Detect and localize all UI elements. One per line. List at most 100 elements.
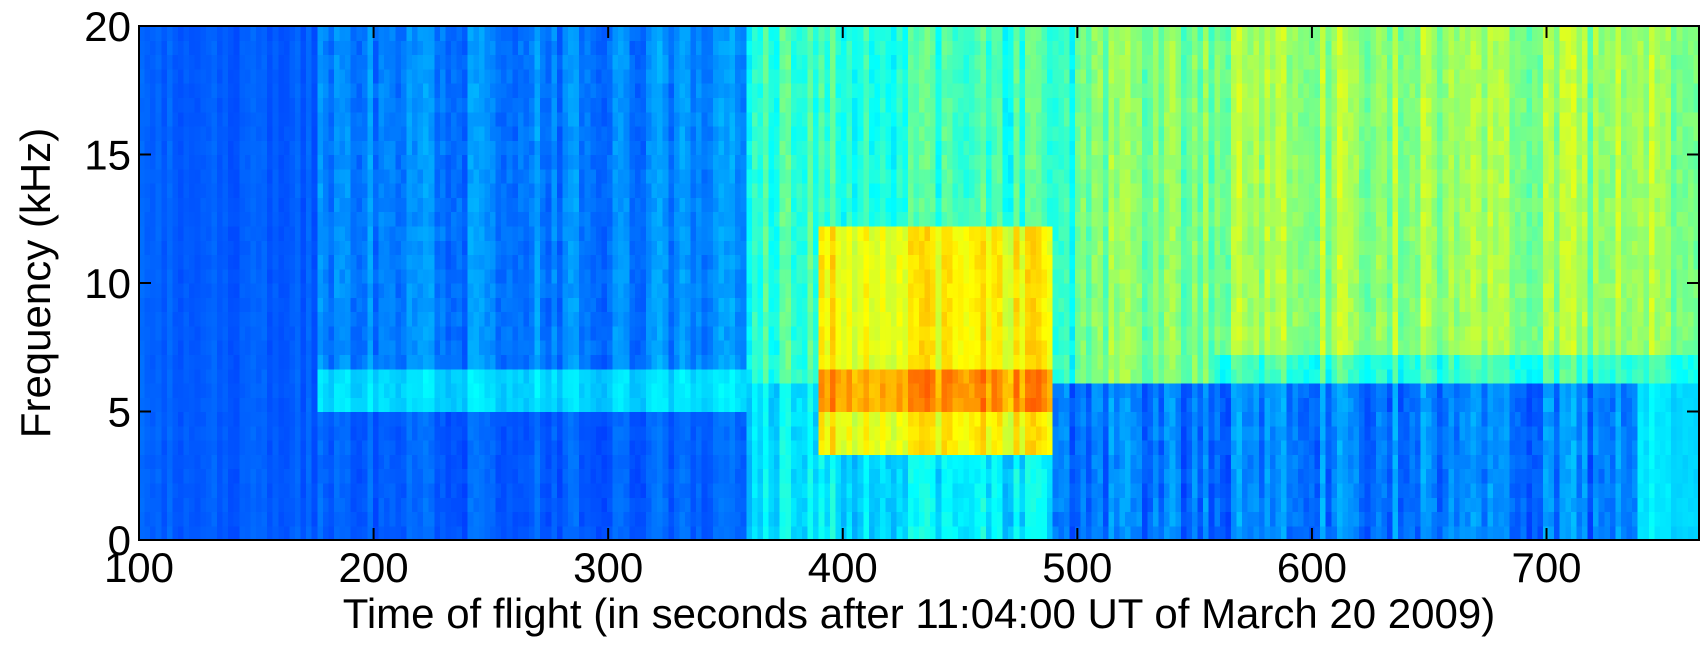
spectrogram-cell bbox=[707, 354, 714, 370]
spectrogram-cell bbox=[172, 468, 179, 484]
spectrogram-cell bbox=[228, 454, 235, 470]
spectrogram-cell bbox=[300, 83, 307, 98]
spectrogram-cell bbox=[818, 368, 825, 384]
spectrogram-cell bbox=[573, 511, 580, 527]
spectrogram-cell bbox=[657, 40, 664, 56]
spectrogram-cell bbox=[868, 197, 876, 213]
spectrogram-cell bbox=[685, 497, 692, 513]
spectrogram-cell bbox=[322, 283, 330, 298]
spectrogram-cell bbox=[763, 325, 770, 341]
spectrogram-cell bbox=[406, 425, 413, 441]
spectrogram-cell bbox=[189, 183, 196, 198]
spectrogram-cell bbox=[456, 283, 463, 298]
spectrogram-cell bbox=[289, 454, 296, 470]
spectrogram-cell bbox=[278, 354, 285, 370]
spectrogram-cell bbox=[194, 440, 201, 455]
spectrogram-cell bbox=[395, 68, 402, 84]
spectrogram-cell bbox=[573, 311, 580, 327]
spectrogram-cell bbox=[818, 154, 825, 170]
spectrogram-cell bbox=[690, 297, 697, 313]
spectrogram-cell bbox=[200, 26, 207, 41]
spectrogram-cell bbox=[579, 454, 586, 470]
spectrogram-cell bbox=[211, 297, 218, 313]
spectrogram-cell bbox=[205, 183, 213, 198]
spectrogram-cell bbox=[412, 68, 419, 84]
spectrogram-cell bbox=[239, 354, 246, 370]
spectrogram-cell bbox=[412, 140, 419, 156]
spectrogram-cell bbox=[250, 468, 257, 484]
spectrogram-cell bbox=[406, 454, 413, 470]
spectrogram-cell bbox=[657, 397, 664, 413]
spectrogram-cell bbox=[880, 325, 887, 341]
spectrogram-cell bbox=[707, 311, 714, 327]
spectrogram-cell bbox=[545, 183, 552, 198]
spectrogram-cell bbox=[389, 340, 396, 355]
spectrogram-cell bbox=[166, 211, 174, 227]
spectrogram-cell bbox=[423, 440, 430, 455]
spectrogram-cell bbox=[568, 454, 575, 470]
spectrogram-cell bbox=[361, 183, 369, 198]
spectrogram-cell bbox=[161, 482, 168, 498]
spectrogram-cell bbox=[161, 111, 168, 127]
spectrogram-cell bbox=[378, 97, 385, 113]
spectrogram-cell bbox=[384, 454, 391, 470]
spectrogram-cell bbox=[322, 211, 330, 227]
spectrogram-cell bbox=[389, 68, 396, 84]
spectrogram-cell bbox=[534, 311, 541, 327]
spectrogram-cell bbox=[484, 311, 491, 327]
spectrogram-cell bbox=[813, 511, 820, 527]
spectrogram-cell bbox=[868, 26, 876, 41]
spectrogram-cell bbox=[194, 268, 201, 284]
spectrogram-cell bbox=[439, 97, 447, 113]
spectrogram-cell bbox=[311, 411, 318, 427]
spectrogram-cell bbox=[334, 211, 341, 227]
spectrogram-cell bbox=[540, 340, 547, 355]
spectrogram-cell bbox=[512, 325, 519, 341]
spectrogram-cell bbox=[222, 511, 229, 527]
spectrogram-cell bbox=[283, 225, 291, 241]
spectrogram-cell bbox=[573, 140, 580, 156]
spectrogram-cell bbox=[868, 183, 876, 198]
spectrogram-cell bbox=[568, 525, 575, 541]
spectrogram-cell bbox=[267, 354, 274, 370]
spectrogram-cell bbox=[718, 297, 725, 313]
spectrogram-cell bbox=[813, 525, 820, 541]
spectrogram-cell bbox=[880, 482, 887, 498]
spectrogram-cell bbox=[662, 340, 669, 355]
spectrogram-cell bbox=[896, 482, 903, 498]
spectrogram-cell bbox=[556, 454, 564, 470]
spectrogram-cell bbox=[829, 354, 837, 370]
spectrogram-cell bbox=[222, 240, 229, 256]
spectrogram-cell bbox=[222, 168, 229, 184]
spectrogram-cell bbox=[529, 125, 536, 141]
spectrogram-cell bbox=[852, 240, 859, 256]
spectrogram-cell bbox=[562, 225, 569, 241]
spectrogram-cell bbox=[540, 425, 547, 441]
spectrogram-cell bbox=[818, 140, 825, 156]
spectrogram-cell bbox=[590, 254, 597, 270]
spectrogram-cell bbox=[857, 111, 864, 127]
spectrogram-cell bbox=[768, 168, 775, 184]
spectrogram-cell bbox=[322, 482, 330, 498]
spectrogram-cell bbox=[178, 111, 185, 127]
spectrogram-cell bbox=[183, 240, 190, 256]
spectrogram-cell bbox=[283, 168, 291, 184]
spectrogram-cell bbox=[529, 497, 536, 513]
spectrogram-cell bbox=[735, 525, 742, 541]
spectrogram-cell bbox=[289, 183, 296, 198]
spectrogram-cell bbox=[685, 268, 692, 284]
spectrogram-cell bbox=[584, 311, 591, 327]
spectrogram-cell bbox=[161, 454, 168, 470]
spectrogram-cell bbox=[317, 382, 324, 398]
spectrogram-cell bbox=[763, 311, 770, 327]
spectrogram-cell bbox=[295, 254, 302, 270]
spectrogram-cell bbox=[434, 183, 441, 198]
spectrogram-cell bbox=[205, 297, 213, 313]
spectrogram-cell bbox=[880, 340, 887, 355]
spectrogram-cell bbox=[161, 154, 168, 170]
spectrogram-cell bbox=[746, 440, 753, 455]
spectrogram-cell bbox=[462, 368, 469, 384]
spectrogram-cell bbox=[579, 97, 586, 113]
spectrogram-cell bbox=[724, 40, 731, 56]
spectrogram-cell bbox=[451, 382, 458, 398]
